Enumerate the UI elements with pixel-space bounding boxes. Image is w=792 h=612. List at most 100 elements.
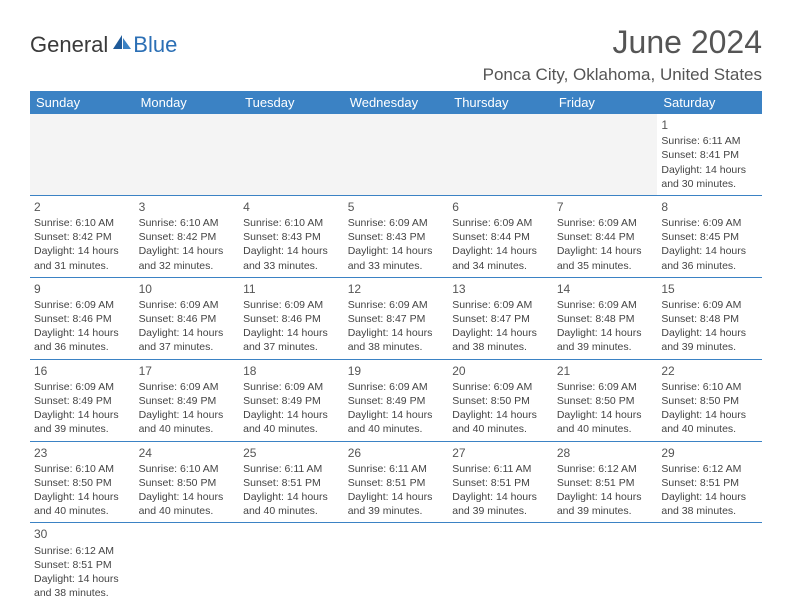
- day-cell: 28Sunrise: 6:12 AMSunset: 8:51 PMDayligh…: [553, 441, 658, 523]
- day-number: 22: [661, 363, 758, 379]
- sunset-line: Sunset: 8:51 PM: [348, 476, 445, 490]
- day-cell: 2Sunrise: 6:10 AMSunset: 8:42 PMDaylight…: [30, 195, 135, 277]
- logo: General Blue: [30, 32, 177, 58]
- day-cell: 24Sunrise: 6:10 AMSunset: 8:50 PMDayligh…: [135, 441, 240, 523]
- day-number: 15: [661, 281, 758, 297]
- day-cell: 20Sunrise: 6:09 AMSunset: 8:50 PMDayligh…: [448, 359, 553, 441]
- day-cell: 9Sunrise: 6:09 AMSunset: 8:46 PMDaylight…: [30, 277, 135, 359]
- daylight-line: Daylight: 14 hours and 33 minutes.: [243, 244, 340, 272]
- sunset-line: Sunset: 8:50 PM: [661, 394, 758, 408]
- sunrise-line: Sunrise: 6:10 AM: [139, 216, 236, 230]
- day-number: 10: [139, 281, 236, 297]
- sunset-line: Sunset: 8:50 PM: [139, 476, 236, 490]
- sunset-line: Sunset: 8:42 PM: [139, 230, 236, 244]
- day-cell: 14Sunrise: 6:09 AMSunset: 8:48 PMDayligh…: [553, 277, 658, 359]
- day-number: 7: [557, 199, 654, 215]
- day-cell: 15Sunrise: 6:09 AMSunset: 8:48 PMDayligh…: [657, 277, 762, 359]
- day-number: 18: [243, 363, 340, 379]
- sunrise-line: Sunrise: 6:09 AM: [243, 298, 340, 312]
- sunrise-line: Sunrise: 6:10 AM: [34, 462, 131, 476]
- day-number: 1: [661, 117, 758, 133]
- day-number: 8: [661, 199, 758, 215]
- daylight-line: Daylight: 14 hours and 39 minutes.: [34, 408, 131, 436]
- day-number: 3: [139, 199, 236, 215]
- sunset-line: Sunset: 8:47 PM: [452, 312, 549, 326]
- daylight-line: Daylight: 14 hours and 39 minutes.: [661, 326, 758, 354]
- calendar-row: 9Sunrise: 6:09 AMSunset: 8:46 PMDaylight…: [30, 277, 762, 359]
- sunrise-line: Sunrise: 6:09 AM: [139, 298, 236, 312]
- day-cell: 1Sunrise: 6:11 AMSunset: 8:41 PMDaylight…: [657, 114, 762, 195]
- sunrise-line: Sunrise: 6:09 AM: [139, 380, 236, 394]
- sail-icon: [110, 33, 132, 58]
- sunset-line: Sunset: 8:51 PM: [243, 476, 340, 490]
- day-cell: 13Sunrise: 6:09 AMSunset: 8:47 PMDayligh…: [448, 277, 553, 359]
- empty-cell: [344, 523, 449, 604]
- daylight-line: Daylight: 14 hours and 36 minutes.: [661, 244, 758, 272]
- sunset-line: Sunset: 8:50 PM: [34, 476, 131, 490]
- sunrise-line: Sunrise: 6:12 AM: [34, 544, 131, 558]
- day-number: 28: [557, 445, 654, 461]
- daylight-line: Daylight: 14 hours and 40 minutes.: [557, 408, 654, 436]
- day-cell: 21Sunrise: 6:09 AMSunset: 8:50 PMDayligh…: [553, 359, 658, 441]
- sunrise-line: Sunrise: 6:09 AM: [243, 380, 340, 394]
- logo-text-blue: Blue: [133, 32, 177, 58]
- sunrise-line: Sunrise: 6:12 AM: [661, 462, 758, 476]
- sunset-line: Sunset: 8:50 PM: [557, 394, 654, 408]
- daylight-line: Daylight: 14 hours and 40 minutes.: [243, 490, 340, 518]
- empty-cell: [239, 114, 344, 195]
- title-block: June 2024 Ponca City, Oklahoma, United S…: [483, 24, 762, 85]
- sunrise-line: Sunrise: 6:09 AM: [557, 298, 654, 312]
- day-number: 29: [661, 445, 758, 461]
- daylight-line: Daylight: 14 hours and 35 minutes.: [557, 244, 654, 272]
- day-number: 19: [348, 363, 445, 379]
- daylight-line: Daylight: 14 hours and 40 minutes.: [139, 408, 236, 436]
- daylight-line: Daylight: 14 hours and 40 minutes.: [452, 408, 549, 436]
- day-number: 11: [243, 281, 340, 297]
- sunset-line: Sunset: 8:45 PM: [661, 230, 758, 244]
- sunset-line: Sunset: 8:41 PM: [661, 148, 758, 162]
- daylight-line: Daylight: 14 hours and 37 minutes.: [139, 326, 236, 354]
- day-cell: 29Sunrise: 6:12 AMSunset: 8:51 PMDayligh…: [657, 441, 762, 523]
- day-number: 26: [348, 445, 445, 461]
- daylight-line: Daylight: 14 hours and 40 minutes.: [348, 408, 445, 436]
- daylight-line: Daylight: 14 hours and 33 minutes.: [348, 244, 445, 272]
- header: General Blue June 2024 Ponca City, Oklah…: [30, 24, 762, 85]
- day-number: 6: [452, 199, 549, 215]
- sunrise-line: Sunrise: 6:10 AM: [139, 462, 236, 476]
- sunset-line: Sunset: 8:44 PM: [452, 230, 549, 244]
- day-cell: 7Sunrise: 6:09 AMSunset: 8:44 PMDaylight…: [553, 195, 658, 277]
- sunrise-line: Sunrise: 6:09 AM: [452, 216, 549, 230]
- weekday-header: Tuesday: [239, 91, 344, 114]
- day-cell: 22Sunrise: 6:10 AMSunset: 8:50 PMDayligh…: [657, 359, 762, 441]
- daylight-line: Daylight: 14 hours and 39 minutes.: [557, 490, 654, 518]
- sunrise-line: Sunrise: 6:11 AM: [243, 462, 340, 476]
- day-cell: 11Sunrise: 6:09 AMSunset: 8:46 PMDayligh…: [239, 277, 344, 359]
- sunset-line: Sunset: 8:49 PM: [34, 394, 131, 408]
- empty-cell: [553, 523, 658, 604]
- sunrise-line: Sunrise: 6:09 AM: [34, 380, 131, 394]
- day-cell: 26Sunrise: 6:11 AMSunset: 8:51 PMDayligh…: [344, 441, 449, 523]
- sunset-line: Sunset: 8:42 PM: [34, 230, 131, 244]
- day-cell: 23Sunrise: 6:10 AMSunset: 8:50 PMDayligh…: [30, 441, 135, 523]
- empty-cell: [657, 523, 762, 604]
- empty-cell: [30, 114, 135, 195]
- sunrise-line: Sunrise: 6:11 AM: [661, 134, 758, 148]
- day-number: 27: [452, 445, 549, 461]
- day-number: 20: [452, 363, 549, 379]
- day-cell: 3Sunrise: 6:10 AMSunset: 8:42 PMDaylight…: [135, 195, 240, 277]
- day-number: 21: [557, 363, 654, 379]
- calendar-row: 1Sunrise: 6:11 AMSunset: 8:41 PMDaylight…: [30, 114, 762, 195]
- sunrise-line: Sunrise: 6:09 AM: [452, 298, 549, 312]
- sunset-line: Sunset: 8:51 PM: [661, 476, 758, 490]
- sunset-line: Sunset: 8:43 PM: [348, 230, 445, 244]
- day-cell: 5Sunrise: 6:09 AMSunset: 8:43 PMDaylight…: [344, 195, 449, 277]
- daylight-line: Daylight: 14 hours and 39 minutes.: [452, 490, 549, 518]
- day-number: 9: [34, 281, 131, 297]
- weekday-header: Wednesday: [344, 91, 449, 114]
- day-number: 16: [34, 363, 131, 379]
- day-cell: 30Sunrise: 6:12 AMSunset: 8:51 PMDayligh…: [30, 523, 135, 604]
- day-number: 5: [348, 199, 445, 215]
- calendar-table: Sunday Monday Tuesday Wednesday Thursday…: [30, 91, 762, 604]
- daylight-line: Daylight: 14 hours and 40 minutes.: [139, 490, 236, 518]
- daylight-line: Daylight: 14 hours and 39 minutes.: [348, 490, 445, 518]
